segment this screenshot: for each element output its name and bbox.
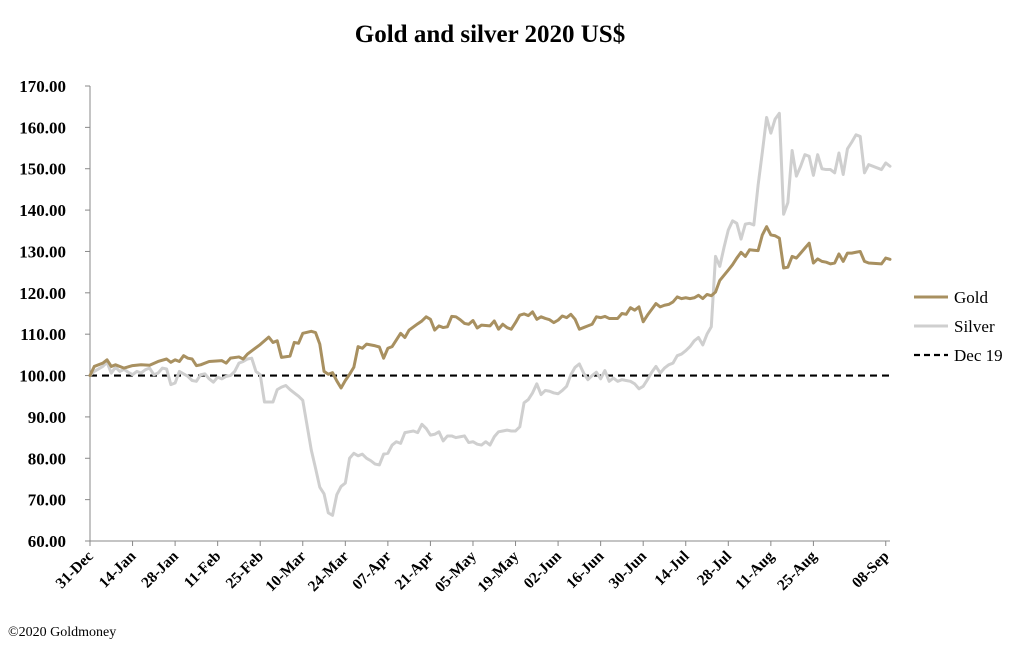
y-axis-tick-labels: 60.00 70.00 80.00 90.00 100.00 110.00 120.00 13… xyxy=(19,77,90,551)
axes xyxy=(89,86,890,542)
legend-label: Silver xyxy=(954,317,995,336)
y-tick-label: 120.00 xyxy=(19,284,66,303)
x-tick-label: 11-Aug xyxy=(732,548,778,594)
x-tick-label: 11-Feb xyxy=(181,548,225,592)
x-tick-label: 28-Jan xyxy=(138,548,182,592)
x-tick-label: 21-Apr xyxy=(392,548,438,594)
y-tick-label: 80.00 xyxy=(28,449,66,468)
x-tick-label: 08-Sep xyxy=(849,548,893,592)
x-tick-label: 24-Mar xyxy=(305,548,352,595)
x-tick-label: 05-May xyxy=(432,548,480,596)
y-tick-label: 100.00 xyxy=(19,367,66,386)
x-tick-label: 25-Aug xyxy=(774,548,820,594)
x-tick-label: 16-Jun xyxy=(563,548,608,593)
y-tick-label: 160.00 xyxy=(19,118,66,137)
x-tick-label: 19-May xyxy=(474,548,522,596)
y-tick-label: 170.00 xyxy=(19,77,66,96)
series-lines xyxy=(88,111,892,517)
chart-title: Gold and silver 2020 US$ xyxy=(355,21,625,48)
x-tick-label: 30-Jun xyxy=(606,548,651,593)
y-tick-label: 150.00 xyxy=(19,160,66,179)
y-tick-label: 70.00 xyxy=(28,491,66,510)
x-tick-label: 28-Jul xyxy=(694,547,736,589)
y-tick-label: 110.00 xyxy=(20,325,66,344)
x-tick-label: 14-Jul xyxy=(651,547,693,589)
x-tick-label: 14-Jan xyxy=(96,548,140,592)
series-line-gold xyxy=(88,225,892,390)
y-tick-label: 90.00 xyxy=(28,408,66,427)
y-tick-label: 60.00 xyxy=(28,532,66,551)
legend: Gold Silver Dec 19 xyxy=(914,288,1003,365)
y-tick-label: 140.00 xyxy=(19,201,66,220)
x-tick-label: 10-Mar xyxy=(262,548,309,595)
legend-label: Gold xyxy=(954,288,989,307)
copyright-text: ©2020 Goldmoney xyxy=(8,625,116,640)
x-tick-label: 07-Apr xyxy=(349,548,395,594)
series-line-silver xyxy=(88,111,892,517)
x-tick-label: 02-Jun xyxy=(521,548,566,593)
legend-label: Dec 19 xyxy=(954,346,1003,365)
y-tick-label: 130.00 xyxy=(19,242,66,261)
x-tick-label: 31-Dec xyxy=(53,548,97,592)
x-tick-label: 25-Feb xyxy=(223,548,267,592)
x-axis-tick-labels: 31-Dec14-Jan28-Jan11-Feb25-Feb10-Mar24-M… xyxy=(53,541,893,596)
